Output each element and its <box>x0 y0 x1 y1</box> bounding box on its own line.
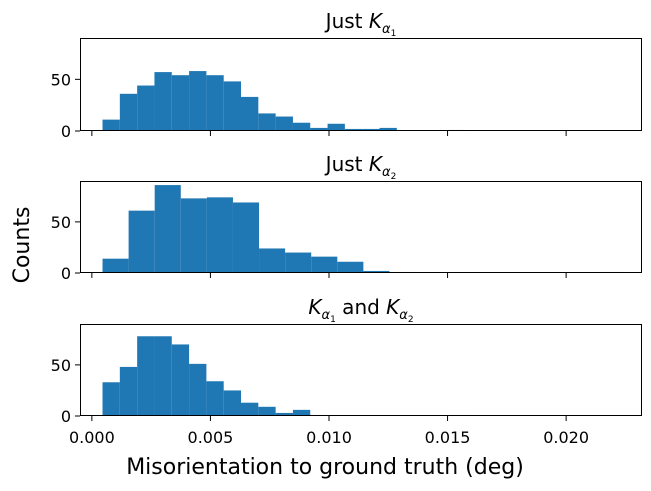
histogram-bar <box>154 336 172 416</box>
histogram-bar <box>189 363 207 416</box>
x-tick-label: 0.015 <box>425 428 471 447</box>
histogram-bar <box>311 256 338 273</box>
histogram-bar <box>232 202 260 273</box>
histogram-bar <box>137 85 155 131</box>
histogram-bar <box>206 75 224 131</box>
histogram-bar <box>310 127 328 131</box>
histogram-bar <box>292 122 311 131</box>
histogram-bar <box>154 72 172 131</box>
histogram-bar <box>119 366 138 416</box>
y-tick-label: 0 <box>61 122 71 141</box>
histogram-bar <box>362 128 380 131</box>
histogram-bars <box>102 185 625 273</box>
axes-frame <box>80 38 642 131</box>
histogram-bars <box>102 71 467 131</box>
histogram-bar <box>285 252 312 273</box>
y-axis-label: Counts <box>10 207 35 284</box>
y-tick-label: 0 <box>61 264 71 283</box>
axes-frame <box>80 181 642 273</box>
histogram-bar <box>259 248 286 273</box>
histogram-bar <box>137 336 155 416</box>
histogram-bar <box>258 113 276 131</box>
x-tick-label: 0.020 <box>543 428 589 447</box>
histogram-bar <box>180 198 207 273</box>
histogram-bar <box>275 412 293 416</box>
panel-just-k-alpha2: 0 50 Just Kα2​ <box>51 152 642 283</box>
histogram-bar <box>102 119 120 131</box>
panel-title-0: Just Kα1​ <box>324 9 397 39</box>
y-tick-label: 50 <box>51 213 71 232</box>
histogram-bar <box>171 75 190 131</box>
histogram-bar <box>171 344 190 416</box>
histogram-bar <box>379 127 397 131</box>
y-tick-label: 50 <box>51 70 71 89</box>
histogram-bar <box>241 402 259 416</box>
x-tick-label: 0.005 <box>188 428 234 447</box>
panel-k-alpha1-and-k-alpha2: 0 50 0.000 0.005 0.010 0.015 0.020 Kα1​ and Kα2… <box>51 295 642 447</box>
histogram-bar <box>154 185 181 273</box>
y-tick-label: 0 <box>61 407 71 426</box>
panel-just-k-alpha1: 0 50 Just Kα1​ <box>51 9 642 141</box>
histogram-bar <box>327 123 345 131</box>
histogram-bar <box>119 93 138 131</box>
x-axis-label: Misorientation to ground truth (deg) <box>126 455 524 480</box>
histogram-bar <box>344 128 363 131</box>
panel-title-2: Kα1​ and Kα2​ <box>308 295 413 325</box>
histogram-bar <box>102 258 129 273</box>
x-tick-label: 0.010 <box>306 428 352 447</box>
y-tick-label: 50 <box>51 356 71 375</box>
histogram-bar <box>363 270 390 273</box>
panel-title-1: Just Kα2​ <box>324 152 397 182</box>
histogram-bar <box>223 390 242 416</box>
x-tick-label: 0.000 <box>69 428 115 447</box>
histogram-bars <box>102 336 467 416</box>
histogram-bar <box>292 409 311 416</box>
histogram-bar <box>258 406 276 416</box>
axes-frame <box>80 324 642 416</box>
histogram-bar <box>189 71 207 131</box>
histogram-bar <box>241 96 259 131</box>
histogram-bar <box>275 116 293 131</box>
histogram-bar <box>102 382 120 416</box>
histogram-bar <box>223 81 242 131</box>
histogram-bar <box>206 381 224 416</box>
histogram-bar <box>128 210 155 273</box>
histogram-bar <box>337 261 364 273</box>
histogram-bar <box>206 197 233 273</box>
